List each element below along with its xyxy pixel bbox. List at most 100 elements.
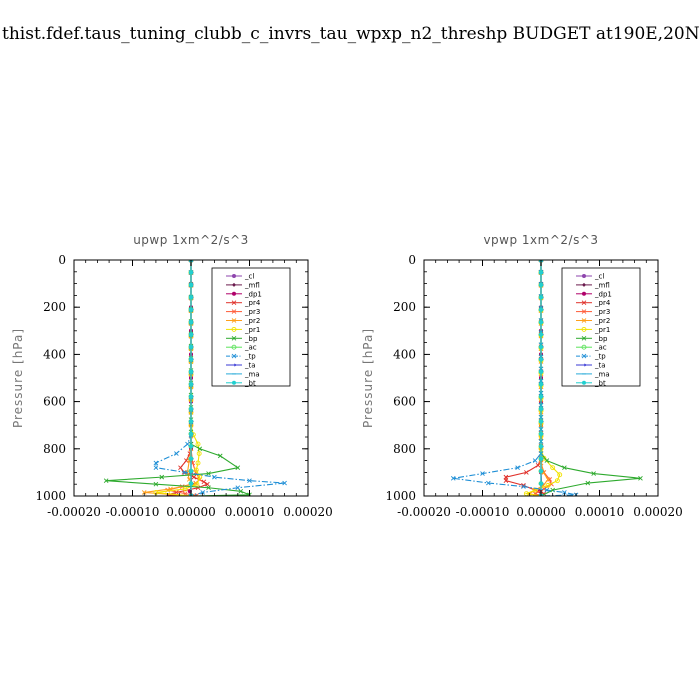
- legend-marker: [581, 309, 587, 314]
- x-tick-label: 0.00020: [283, 505, 333, 519]
- series-point: [189, 282, 193, 287]
- series-point: [185, 441, 190, 447]
- series-point: [194, 492, 200, 496]
- legend-marker: [581, 335, 587, 341]
- series-point: [547, 477, 553, 482]
- series-point: [503, 474, 509, 480]
- legend-marker: [231, 326, 237, 332]
- series-point: [544, 487, 550, 493]
- legend-item: _cl: [226, 273, 254, 281]
- series-point: [539, 307, 543, 312]
- series-point: [247, 478, 252, 483]
- series-point: [585, 480, 591, 486]
- series-point: [544, 458, 550, 463]
- series-point: [235, 485, 241, 491]
- chart-panel-upwp: upwp 1xm^2/s^3 Pressure [hPa] -0.00020 -0.0…: [11, 233, 333, 519]
- legend-item: _pr2: [226, 317, 260, 325]
- legend-label: _dp1: [594, 290, 612, 298]
- y-tick-label: 1000: [385, 489, 416, 503]
- series-point: [153, 465, 159, 470]
- series-point: [159, 474, 165, 480]
- series-point: [182, 486, 188, 492]
- x-tick-label: -0.00010: [106, 505, 160, 519]
- legend-label: _pr2: [244, 317, 260, 325]
- plot-area: [103, 260, 287, 496]
- legend-item: _bp: [576, 335, 608, 343]
- series-point: [539, 456, 543, 461]
- legend-marker: [232, 291, 236, 296]
- series-point: [282, 480, 287, 486]
- legend-marker: [231, 353, 237, 359]
- series-point: [103, 478, 109, 483]
- legend-label: _ac: [244, 344, 257, 352]
- legend-label: _bp: [594, 335, 608, 343]
- series-point: [539, 431, 543, 436]
- legend-item: _pr1: [226, 326, 260, 334]
- series-point: [532, 458, 538, 463]
- series-point: [196, 451, 202, 456]
- x-tick-label: 0.00000: [516, 505, 566, 519]
- series-point: [539, 344, 543, 349]
- x-tick-label: -0.00020: [397, 505, 451, 519]
- plot-area: [450, 260, 643, 496]
- legend: _cl_mfl_dp1_pr4_pr3_pr2_pr1_bp_ac_tp_ta_…: [561, 267, 641, 387]
- legend-label: _bt: [594, 379, 606, 387]
- series-point: [539, 357, 543, 362]
- chart-title: upwp 1xm^2/s^3: [133, 233, 249, 247]
- legend-marker: [232, 274, 236, 278]
- legend-item: _mfl: [226, 281, 260, 289]
- series-point: [557, 472, 563, 478]
- legend-label: _pr3: [594, 308, 610, 316]
- legend-label: _cl: [244, 273, 254, 281]
- legend-item: _dp1: [576, 290, 612, 298]
- series-point: [200, 490, 206, 495]
- figure-title: thist.fdef.taus_tuning_clubb_c_invrs_tau…: [2, 24, 700, 44]
- legend-item: _pr1: [576, 326, 610, 334]
- series-line: [524, 260, 561, 496]
- series-point: [189, 456, 193, 461]
- legend-item: _pr3: [576, 308, 610, 316]
- legend-marker: [581, 326, 587, 332]
- legend-marker: [581, 344, 587, 350]
- legend-marker: [582, 291, 586, 296]
- series-point: [194, 481, 200, 487]
- series-point: [545, 477, 551, 482]
- legend-item: _tp: [226, 353, 256, 361]
- x-tick-label: 0.00000: [166, 505, 216, 519]
- series-point: [189, 270, 193, 275]
- series-point: [539, 369, 543, 374]
- series-point: [189, 394, 193, 399]
- series-point: [212, 474, 217, 480]
- series-point: [539, 282, 543, 287]
- series-point: [197, 446, 203, 452]
- series-point: [550, 465, 556, 471]
- legend-marker: [232, 363, 237, 367]
- series-point: [189, 419, 193, 424]
- legend-label: _ac: [594, 344, 607, 352]
- legend-item: _cl: [576, 273, 604, 281]
- legend-marker: [231, 344, 237, 350]
- legend-marker: [231, 309, 237, 314]
- legend-item: _pr2: [576, 317, 610, 325]
- legend-item: _ma: [226, 370, 260, 378]
- series-point: [197, 474, 203, 480]
- series-point: [539, 407, 543, 412]
- chart-title: vpwp 1xm^2/s^3: [483, 233, 598, 247]
- legend-box: [211, 267, 291, 387]
- y-axis-label: Pressure [hPa]: [361, 328, 375, 428]
- legend-marker: [582, 363, 587, 367]
- y-tick-label: 800: [43, 442, 66, 456]
- legend-label: _bp: [244, 335, 258, 343]
- x-tick-label: -0.00010: [456, 505, 510, 519]
- legend-label: _ma: [594, 370, 610, 378]
- legend-label: _mfl: [594, 281, 610, 289]
- legend-item: _dp1: [226, 290, 262, 298]
- legend-item: _ac: [576, 344, 607, 352]
- series-point: [539, 394, 543, 399]
- series-point: [141, 490, 147, 495]
- y-tick-label: 800: [393, 442, 416, 456]
- series-point: [562, 465, 567, 470]
- series-point: [486, 480, 491, 486]
- series-point: [189, 407, 193, 412]
- legend-marker: [582, 282, 586, 287]
